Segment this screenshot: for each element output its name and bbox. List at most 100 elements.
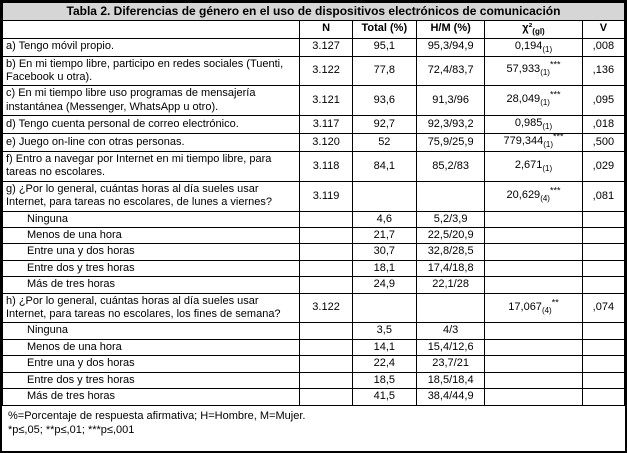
cell-v: ,029 <box>581 151 625 182</box>
cell-hm: 5,2/3,9 <box>415 210 486 229</box>
cell-hm: 23,7/21 <box>415 355 486 373</box>
cell-chi <box>484 322 583 340</box>
row-label: b) En mi tiempo libre, participo en rede… <box>2 55 301 87</box>
row-label: Entre una y dos horas <box>2 243 301 261</box>
cell-chi: 20,629(4)*** <box>484 180 583 212</box>
row-label: Ninguna <box>2 322 301 340</box>
cell-total: 21,7 <box>351 227 417 245</box>
table-title: Tabla 2. Diferencias de género en el uso… <box>2 2 625 21</box>
cell-total: 77,8 <box>351 55 417 87</box>
cell-n: 3.120 <box>299 133 353 152</box>
cell-chi: 0,194(1) <box>484 37 583 57</box>
chi-df-subscript: (4) <box>540 193 550 203</box>
cell-total: 24,9 <box>351 276 417 294</box>
table-row: Más de tres horas 24,9 22,1/28 <box>2 276 625 294</box>
cell-total: 41,5 <box>351 388 417 406</box>
cell-n <box>299 243 353 261</box>
row-label: g) ¿Por lo general, cuántas horas al día… <box>2 180 301 212</box>
table-row: c) En mi tiempo libre uso programas de m… <box>2 85 625 117</box>
footnote-abbreviations: %=Porcentaje de respuesta afirmativa; H=… <box>8 409 306 422</box>
cell-n <box>299 227 353 245</box>
col-head-n: N <box>299 19 353 39</box>
table-row: Entre una y dos horas 22,4 23,7/21 <box>2 355 625 373</box>
table-row: Entre una y dos horas 30,7 32,8/28,5 <box>2 243 625 261</box>
cell-hm: 95,3/94,9 <box>415 37 486 57</box>
cell-hm: 22,1/28 <box>415 276 486 294</box>
table-row: d) Tengo cuenta personal de correo elect… <box>2 115 625 135</box>
col-head-hm: H/M (%) <box>415 19 486 39</box>
cell-n: 3.127 <box>299 37 353 57</box>
significance-stars: *** <box>549 185 561 196</box>
cell-total: 84,1 <box>351 151 417 182</box>
cell-v <box>581 322 625 340</box>
cell-n: 3.121 <box>299 85 353 117</box>
cell-hm: 17,4/18,8 <box>415 259 486 278</box>
cell-total: 3,5 <box>351 322 417 340</box>
footnotes: %=Porcentaje de respuesta afirmativa; H=… <box>2 406 625 438</box>
cell-total <box>351 180 417 212</box>
table-row: Más de tres horas 41,5 38,4/44,9 <box>2 388 625 406</box>
cell-chi <box>484 243 583 261</box>
cell-v <box>581 388 625 406</box>
cell-n <box>299 371 353 390</box>
cell-hm: 38,4/44,9 <box>415 388 486 406</box>
row-label: Más de tres horas <box>2 276 301 294</box>
row-label: d) Tengo cuenta personal de correo elect… <box>2 115 301 135</box>
cell-v: ,081 <box>581 180 625 212</box>
cell-n <box>299 388 353 406</box>
row-label: h) ¿Por lo general, cuántas horas al día… <box>2 292 301 324</box>
cell-total: 4,6 <box>351 210 417 229</box>
cell-n <box>299 338 353 357</box>
cell-total: 22,4 <box>351 355 417 373</box>
cell-chi: 17,067(4)** <box>484 292 583 324</box>
chi-df-subscript: (1) <box>542 122 553 132</box>
cell-chi <box>484 371 583 390</box>
table-row: g) ¿Por lo general, cuántas horas al día… <box>2 180 625 212</box>
table-row: Menos de una hora 21,7 22,5/20,9 <box>2 227 625 245</box>
cell-total: 93,6 <box>351 85 417 117</box>
cell-chi: 28,049(1)*** <box>484 85 583 117</box>
cell-n: 3.119 <box>299 180 353 212</box>
row-label: Menos de una hora <box>2 227 301 245</box>
cell-hm: 72,4/83,7 <box>415 55 486 87</box>
cell-chi <box>484 355 583 373</box>
row-label: e) Juego on-line con otras personas. <box>2 133 301 152</box>
cell-total: 92,7 <box>351 115 417 135</box>
cell-total <box>351 292 417 324</box>
cell-n <box>299 210 353 229</box>
cell-hm: 18,5/18,4 <box>415 371 486 390</box>
cell-hm: 92,3/93,2 <box>415 115 486 135</box>
table-row: Ninguna 4,6 5,2/3,9 <box>2 210 625 229</box>
cell-hm: 32,8/28,5 <box>415 243 486 261</box>
cell-v <box>581 227 625 245</box>
cell-v: ,136 <box>581 55 625 87</box>
header-row: N Total (%) H/M (%) χ²(gl) V <box>2 19 625 39</box>
cell-total: 95,1 <box>351 37 417 57</box>
cell-hm: 75,9/25,9 <box>415 133 486 152</box>
cell-chi <box>484 210 583 229</box>
cell-v: ,074 <box>581 292 625 324</box>
chi-df-subscript: (1) <box>542 164 553 174</box>
significance-stars: *** <box>549 59 561 70</box>
footnote-significance: *p≤,05; **p≤,01; ***p≤,001 <box>8 423 135 436</box>
cell-n: 3.122 <box>299 55 353 87</box>
row-label: Más de tres horas <box>2 388 301 406</box>
table-row: Entre dos y tres horas 18,1 17,4/18,8 <box>2 259 625 278</box>
cell-n <box>299 259 353 278</box>
cell-v <box>581 259 625 278</box>
cell-v <box>581 355 625 373</box>
cell-n: 3.118 <box>299 151 353 182</box>
significance-stars: *** <box>549 89 561 100</box>
cell-n: 3.122 <box>299 292 353 324</box>
cell-hm <box>415 292 486 324</box>
chi-df-subscript: (1) <box>540 98 550 108</box>
cell-n <box>299 322 353 340</box>
cell-v <box>581 371 625 390</box>
col-head-item <box>2 19 301 39</box>
row-label: Entre una y dos horas <box>2 355 301 373</box>
cell-v <box>581 243 625 261</box>
row-label: a) Tengo móvil propio. <box>2 37 301 57</box>
cell-v: ,095 <box>581 85 625 117</box>
cell-chi <box>484 276 583 294</box>
